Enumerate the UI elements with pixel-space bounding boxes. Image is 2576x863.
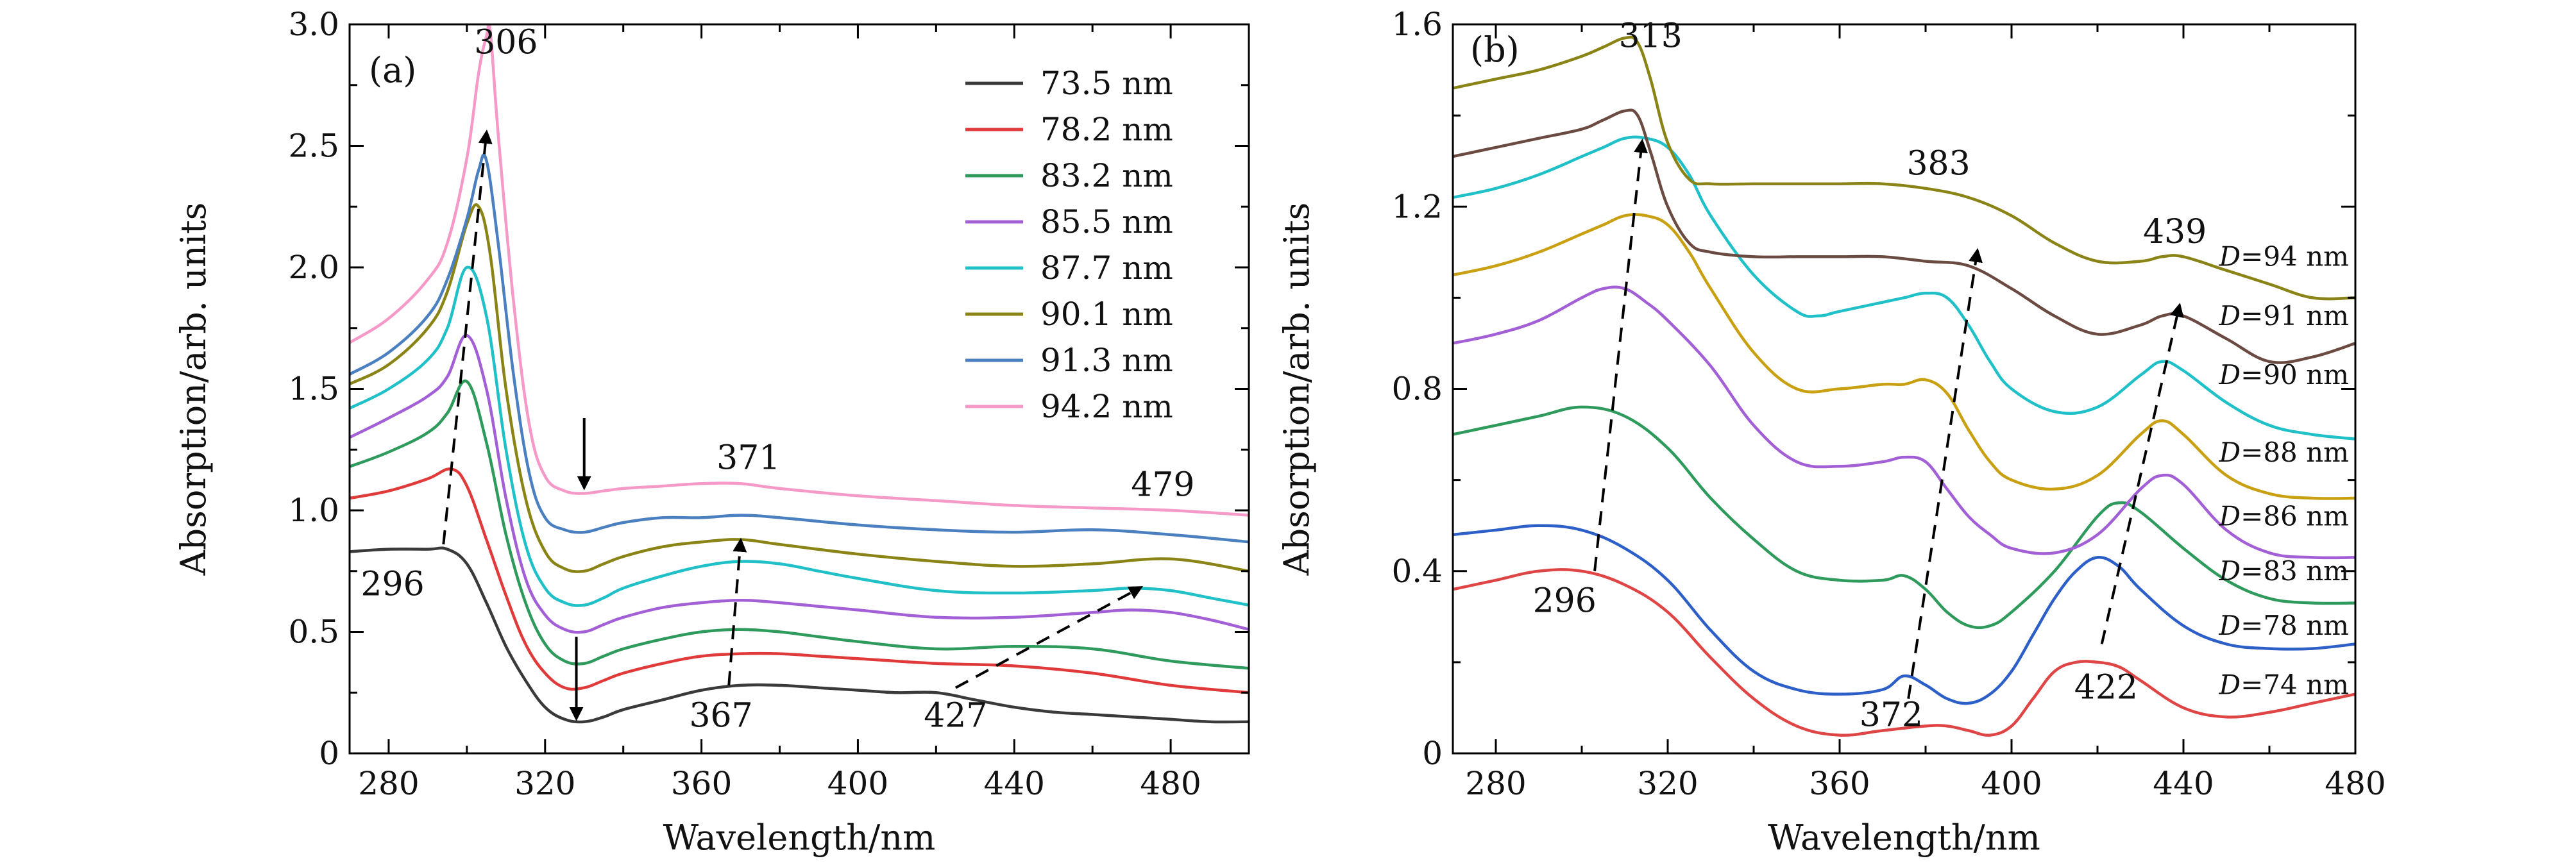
- panel-b-y-tick-label: 1.2: [1391, 188, 1443, 225]
- legend-entry-label: 91.3 nm: [1040, 342, 1173, 379]
- panel-a-x-tick-label: 400: [827, 765, 888, 802]
- panel-a-series-line-1: [350, 546, 1249, 724]
- panel-a-trend-arrow: [954, 586, 1144, 689]
- panel-b-curve-label: D=88 nm: [2218, 437, 2349, 468]
- legend-entry-label: 78.2 nm: [1040, 111, 1173, 148]
- legend-entry-label: 83.2 nm: [1040, 157, 1173, 194]
- panel-a-y-tick-label: 0: [319, 735, 339, 772]
- panel-a-series-line-8: [350, 24, 1249, 517]
- panel-a-y-tick-label: 2.0: [288, 249, 339, 286]
- panel-b-y-tick-label: 0.8: [1391, 371, 1443, 408]
- panel-a-peak-annotation: 306: [474, 23, 538, 62]
- panel-a-peak-annotation: 367: [689, 696, 752, 735]
- panel-b-curve-label: D=86 nm: [2218, 500, 2349, 532]
- panel-b-series-line-1: [1453, 568, 2355, 737]
- panel-b-peak-annotation: 372: [1860, 696, 1923, 734]
- panel-b-series-line-2: [1453, 524, 2355, 705]
- panel-b-x-tick-label: 400: [1981, 765, 2042, 802]
- panel-b-series-line-6: [1453, 135, 2355, 440]
- panel-a-x-tick-label: 360: [671, 765, 732, 802]
- legend-entry-label: 85.5 nm: [1040, 203, 1173, 240]
- panel-a-peak-annotation: 371: [716, 439, 780, 478]
- panel-b-peak-annotation: 383: [1906, 145, 1970, 183]
- panel-b-series-line-4: [1453, 285, 2355, 560]
- panel-b-curve-label: D=78 nm: [2218, 610, 2349, 641]
- panel-b-curve-label: D=83 nm: [2218, 555, 2349, 587]
- panel-a-x-tick-label: 480: [1140, 765, 1201, 802]
- panel-b-peak-annotation: 296: [1533, 582, 1597, 621]
- panel-a-peak-annotation: 427: [924, 696, 987, 735]
- panel-b-x-tick-label: 280: [1465, 765, 1526, 802]
- panel-a-y-axis-label: Absorption/arb. units: [173, 203, 214, 576]
- panel-a-series-line-4: [350, 333, 1249, 634]
- panel-a-y-tick-label: 2.5: [288, 128, 339, 165]
- panel-b-panel-label: (b): [1470, 29, 1520, 70]
- panel-b-series-line-8: [1453, 35, 2355, 301]
- panel-a-series-group: [350, 24, 1249, 724]
- panel-b-peak-annotation: 422: [2074, 669, 2138, 707]
- panel-b-curve-label: D=91 nm: [2218, 300, 2349, 331]
- panel-a-y-tick-label: 3.0: [288, 6, 339, 43]
- panel-a-y-tick-label: 1.5: [288, 371, 339, 408]
- panel-a-y-tick-label: 1.0: [288, 492, 339, 529]
- panel-a-peak-annotation: 479: [1131, 465, 1194, 504]
- panel-a-x-tick-label: 280: [358, 765, 419, 802]
- panel-b-y-tick-label: 1.6: [1391, 6, 1443, 43]
- panel-a-series-line-5: [350, 265, 1249, 607]
- panel-b-x-tick-label: 480: [2325, 765, 2385, 802]
- panel-a-chart: 280 320 360 400 440 480 0 0.5 1.0 1.5 2.0 2.5 3.0 Wav…: [173, 6, 1250, 858]
- panel-a-x-tick-label: 320: [514, 765, 575, 802]
- panel-b-trend-arrow: [1907, 247, 1983, 700]
- panel-a-peak-annotation: 296: [360, 566, 424, 604]
- panel-b-chart: 280 320 360 400 440 480 0 0.4 0.8 1.2 1.6 Wavelengt…: [1276, 6, 2386, 858]
- panel-b-curve-label: D=74 nm: [2218, 669, 2349, 700]
- panel-b-x-tick-label: 320: [1637, 765, 1698, 802]
- panel-b-y-tick-label: 0.4: [1391, 553, 1443, 590]
- legend-entry-label: 87.7 nm: [1040, 249, 1173, 287]
- panel-a-series-line-7: [350, 153, 1249, 544]
- panel-a-legend: 73.5 nm 78.2 nm 83.2 nm 85.5 nm 87.7 nm 90.1 …: [965, 65, 1173, 425]
- panel-b-curve-label: D=94 nm: [2218, 240, 2349, 272]
- panel-b-trend-arrow: [1593, 138, 1648, 571]
- panel-a-x-tick-label: 440: [984, 765, 1045, 802]
- panel-b-y-tick-label: 0: [1422, 735, 1443, 772]
- panel-a-series-line-3: [350, 379, 1249, 670]
- panel-b-curve-label: D=90 nm: [2218, 359, 2349, 390]
- panel-b-peak-annotation: 313: [1619, 17, 1682, 56]
- panel-a-panel-label: (a): [369, 50, 416, 90]
- legend-entry-label: 90.1 nm: [1040, 296, 1173, 333]
- panel-b-x-axis-label: Wavelength/nm: [1768, 817, 2040, 858]
- panel-b-series-line-5: [1453, 213, 2355, 500]
- panel-a-y-tick-label: 0.5: [288, 614, 339, 651]
- legend-entry-label: 94.2 nm: [1040, 388, 1173, 425]
- legend-entry-label: 73.5 nm: [1040, 65, 1173, 102]
- panel-b-y-axis-label: Absorption/arb. units: [1276, 203, 1317, 576]
- panel-b-x-tick-label: 360: [1809, 765, 1870, 802]
- panel-b-peak-annotation: 439: [2143, 213, 2207, 251]
- panel-b-series-line-3: [1453, 405, 2355, 630]
- panel-a-trend-arrow: [727, 537, 747, 686]
- panel-b-trend-arrow: [2100, 303, 2184, 644]
- panel-b-x-tick-label: 440: [2153, 765, 2214, 802]
- panel-a-x-axis-label: Wavelength/nm: [663, 817, 936, 858]
- panel-a-series-line-2: [350, 467, 1249, 694]
